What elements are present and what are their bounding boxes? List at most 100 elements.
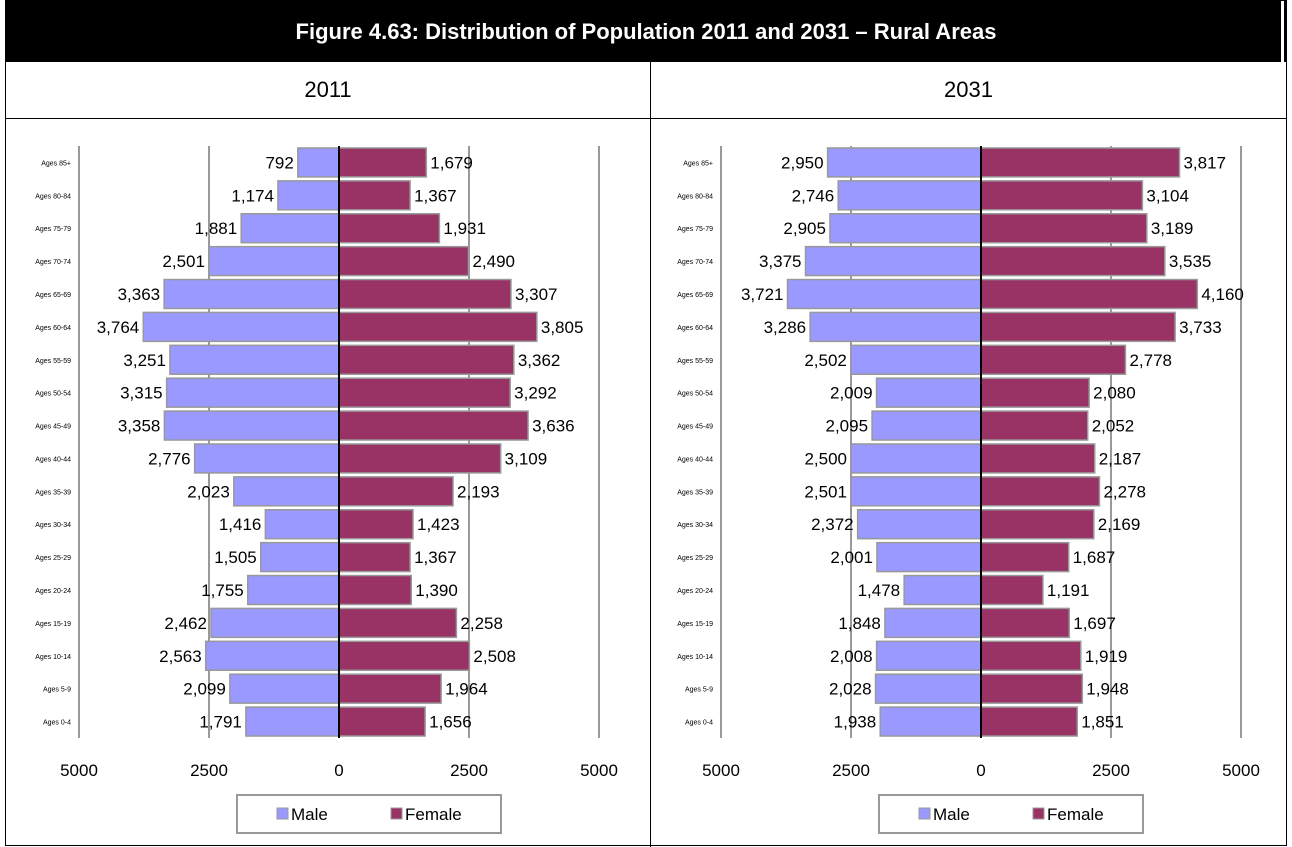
- bar-male-2031-1: [838, 181, 981, 210]
- bar-female-2011-12: [339, 543, 410, 572]
- legend-label-male-2011: Male: [291, 805, 328, 824]
- bar-male-2031-4: [788, 280, 981, 309]
- category-label-2031-11: Ages 30-34: [677, 522, 713, 529]
- figure-title-bar: Figure 4.63: Distribution of Population …: [6, 1, 1286, 62]
- data-label-female-2011-6: 3,362: [518, 351, 561, 370]
- category-label-2031-4: Ages 65-69: [677, 292, 713, 299]
- bar-female-2031-10: [981, 477, 1099, 506]
- bar-male-2011-7: [167, 378, 339, 407]
- data-label-male-2031-5: 3,286: [764, 318, 807, 337]
- bar-male-2031-12: [877, 543, 981, 572]
- category-label-2011-1: Ages 80-84: [35, 193, 71, 200]
- data-label-male-2011-9: 2,776: [148, 449, 191, 468]
- bar-male-2011-5: [143, 312, 339, 341]
- bar-female-2031-1: [981, 181, 1142, 210]
- title-bar-edge: [1281, 1, 1284, 62]
- data-label-female-2011-1: 1,367: [414, 186, 457, 205]
- category-label-2031-14: Ages 15-19: [677, 621, 713, 628]
- bar-female-2011-8: [339, 411, 528, 440]
- bar-female-2031-14: [981, 608, 1069, 637]
- data-label-male-2031-13: 1,478: [858, 581, 901, 600]
- data-label-female-2031-4: 4,160: [1201, 285, 1244, 304]
- data-label-male-2031-1: 2,746: [792, 186, 835, 205]
- data-label-female-2011-12: 1,367: [414, 548, 457, 567]
- category-label-2031-1: Ages 80-84: [677, 193, 713, 200]
- data-label-male-2011-10: 2,023: [187, 482, 230, 501]
- bar-male-2031-14: [885, 608, 981, 637]
- data-label-male-2011-0: 792: [265, 153, 293, 172]
- data-label-female-2031-0: 3,817: [1183, 153, 1226, 172]
- data-label-male-2031-10: 2,501: [804, 482, 847, 501]
- data-label-male-2031-2: 2,905: [783, 219, 826, 238]
- bar-female-2031-13: [981, 576, 1043, 605]
- bar-female-2031-8: [981, 411, 1088, 440]
- data-label-male-2031-6: 2,502: [804, 351, 847, 370]
- data-label-male-2011-8: 3,358: [118, 417, 161, 436]
- data-label-male-2031-12: 2,001: [830, 548, 873, 567]
- category-label-2031-16: Ages 5-9: [685, 687, 713, 694]
- bar-female-2011-4: [339, 280, 511, 309]
- category-label-2031-6: Ages 55-59: [677, 358, 713, 365]
- bar-male-2031-0: [828, 148, 981, 177]
- data-label-female-2031-5: 3,733: [1179, 318, 1222, 337]
- bar-female-2011-11: [339, 510, 413, 539]
- bar-male-2011-15: [206, 641, 339, 670]
- bar-male-2031-8: [872, 411, 981, 440]
- data-label-male-2011-3: 2,501: [162, 252, 205, 271]
- bar-male-2011-16: [230, 674, 339, 703]
- category-label-2031-5: Ages 60-64: [677, 325, 713, 332]
- bar-female-2031-4: [981, 280, 1197, 309]
- category-label-2011-7: Ages 50-54: [35, 391, 71, 398]
- data-label-female-2031-13: 1,191: [1047, 581, 1090, 600]
- bar-female-2011-7: [339, 378, 510, 407]
- category-label-2011-3: Ages 70-74: [35, 259, 71, 266]
- data-label-male-2031-9: 2,500: [804, 449, 847, 468]
- category-label-2031-3: Ages 70-74: [677, 259, 713, 266]
- bar-male-2031-2: [830, 214, 981, 243]
- bar-female-2031-7: [981, 378, 1089, 407]
- bar-female-2011-2: [339, 214, 439, 243]
- bar-male-2011-17: [246, 707, 339, 736]
- bar-female-2031-15: [981, 641, 1081, 670]
- data-label-female-2011-17: 1,656: [429, 713, 472, 732]
- data-label-male-2011-11: 1,416: [219, 515, 262, 534]
- bar-male-2031-7: [877, 378, 981, 407]
- bar-male-2031-5: [810, 312, 981, 341]
- bar-male-2011-3: [209, 247, 339, 276]
- data-label-female-2011-2: 1,931: [443, 219, 486, 238]
- bar-male-2011-1: [278, 181, 339, 210]
- data-label-female-2031-9: 2,187: [1099, 449, 1142, 468]
- data-label-male-2011-15: 2,563: [159, 647, 202, 666]
- category-label-2011-15: Ages 10-14: [35, 654, 71, 661]
- category-label-2011-5: Ages 60-64: [35, 325, 71, 332]
- data-label-male-2031-11: 2,372: [811, 515, 854, 534]
- data-label-female-2031-15: 1,919: [1085, 647, 1128, 666]
- x-tick-label-2031-1: 2500: [832, 761, 870, 780]
- data-label-male-2031-17: 1,938: [834, 713, 877, 732]
- bar-female-2031-3: [981, 247, 1165, 276]
- category-label-2011-4: Ages 65-69: [35, 292, 71, 299]
- bar-male-2011-13: [248, 576, 339, 605]
- year-header-2031: 2031: [651, 62, 1286, 118]
- data-label-female-2031-11: 2,169: [1098, 515, 1141, 534]
- data-label-female-2031-12: 1,687: [1073, 548, 1116, 567]
- legend-swatch-female-2011: [391, 808, 402, 819]
- bar-female-2011-9: [339, 444, 501, 473]
- data-label-male-2011-12: 1,505: [214, 548, 257, 567]
- category-label-2031-13: Ages 20-24: [677, 588, 713, 595]
- bar-male-2031-11: [858, 510, 981, 539]
- data-label-female-2031-16: 1,948: [1086, 680, 1129, 699]
- data-label-female-2011-9: 3,109: [505, 449, 548, 468]
- data-label-female-2031-8: 2,052: [1092, 417, 1135, 436]
- category-label-2011-10: Ages 35-39: [35, 489, 71, 496]
- legend-label-female-2031: Female: [1047, 805, 1104, 824]
- legend-swatch-male-2031: [919, 808, 930, 819]
- bar-male-2011-9: [195, 444, 339, 473]
- data-label-female-2031-17: 1,851: [1081, 713, 1124, 732]
- bar-female-2031-11: [981, 510, 1094, 539]
- bar-female-2011-14: [339, 608, 456, 637]
- data-label-male-2011-17: 1,791: [199, 713, 242, 732]
- bar-female-2031-0: [981, 148, 1179, 177]
- data-label-female-2031-1: 3,104: [1146, 186, 1189, 205]
- category-label-2031-10: Ages 35-39: [677, 489, 713, 496]
